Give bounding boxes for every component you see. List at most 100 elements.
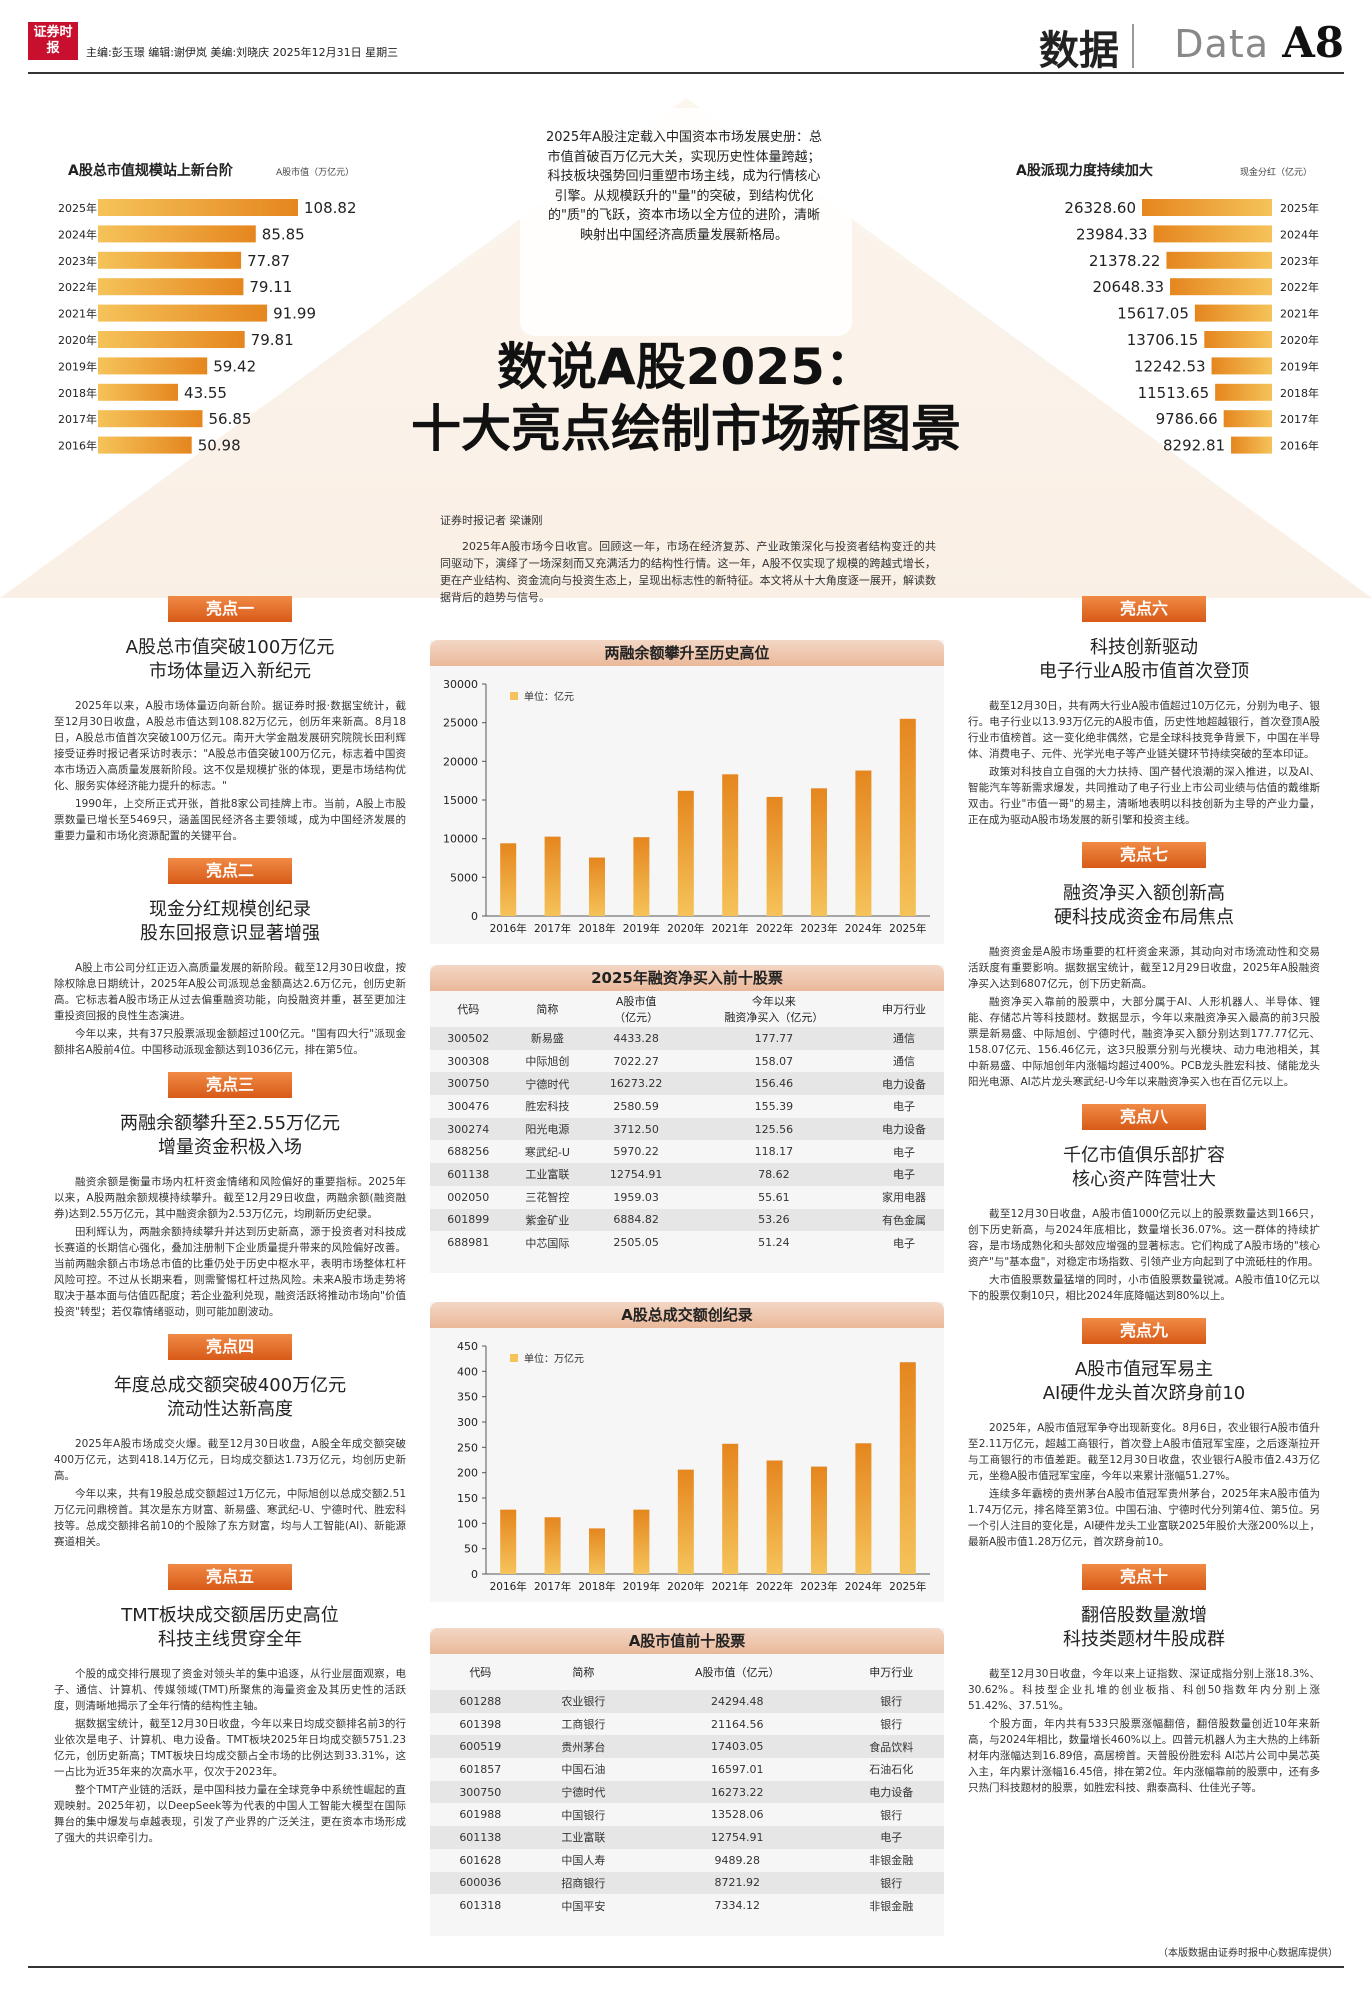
net-buy-row: 300274 阳光电源 3712.50 125.56 电力设备: [430, 1117, 944, 1141]
net-buy-cell: 通信: [892, 1055, 915, 1069]
highlight-block: 亮点六 科技创新驱动 电子行业A股市值首次登顶 截至12月30日，共有两大行业A股市值…: [968, 596, 1320, 828]
highlight-gap: [54, 946, 406, 958]
net-buy-cell: 300502: [430, 1027, 507, 1050]
dividend-value-label: 8292.81: [1163, 437, 1225, 455]
margin-chart: 0 5000 10000 15000 20000 25000 30000 单位：亿元 2016年…: [443, 678, 930, 935]
highlight-block: 亮点二 现金分红规模创纪录 股东回报意识显著增强 A股上市公司分红正迈入高质量发展的新…: [54, 858, 406, 1058]
margin-x-tick-label: 2023年: [800, 922, 837, 935]
highlight-gap: [968, 1192, 1320, 1204]
dividend-value-label: 21378.22: [1089, 252, 1161, 270]
dividend-bar: [1194, 304, 1272, 322]
net-buy-cell: 胜宏科技: [525, 1100, 570, 1114]
top-mcap-cell: 600036: [430, 1871, 531, 1895]
net-buy-cell: 5970.22: [613, 1145, 659, 1159]
highlight-tag: 亮点三: [168, 1072, 292, 1098]
dividend-year-label: 2019年: [1280, 359, 1319, 373]
mcap-chart: 2025年 108.82 2024年 85.85 2023年 77.87 2022年 79.1…: [58, 199, 357, 455]
highlight-title: 两融余额攀升至2.55万亿元 增量资金积极入场: [119, 1113, 341, 1158]
top-mcap-header-cell: 简称: [572, 1666, 595, 1679]
mcap-value-label: 43.55: [184, 384, 227, 402]
data-source-note: （本版数据由证券时报中心数据库提供）: [1158, 1948, 1338, 1959]
margin-bar: [544, 836, 561, 916]
net-buy-cell: 中际旭创: [525, 1055, 570, 1069]
dividend-bar: [1153, 225, 1272, 243]
top-mcap-cell: 银行: [880, 1718, 903, 1732]
top-mcap-cell: 银行: [838, 1871, 944, 1895]
bottom-rule: [28, 1966, 1344, 1968]
highlight-tag: 亮点四: [168, 1334, 292, 1360]
top-mcap-row: 300750 宁德时代 16273.22 电力设备: [430, 1780, 944, 1804]
top-mcap-cell: 中国平安: [561, 1899, 606, 1913]
dividend-year-label: 2017年: [1280, 412, 1319, 426]
margin-legend-label: 单位：亿元: [524, 690, 574, 703]
top-mcap-header-cell: A股市值（亿元）: [695, 1666, 780, 1679]
mcap-year-label: 2023年: [58, 254, 97, 268]
mcap-bar: [98, 410, 203, 428]
turnover-bar: [766, 1460, 783, 1574]
top-mcap-cell: 中国石油: [561, 1763, 606, 1777]
top-mcap-cell: 601988: [459, 1808, 502, 1822]
top-mcap-cell: 招商银行: [530, 1871, 637, 1895]
mcap-value-label: 56.85: [208, 410, 251, 428]
mcap-year-label: 2022年: [58, 280, 97, 294]
highlight-paragraph: 2025年A股市场成交火爆。截至12月30日收盘，A股全年成交额突破400万亿元…: [54, 1438, 406, 1482]
mcap-year-label: 2018年: [58, 386, 97, 400]
net-buy-cell: 宁德时代: [506, 1072, 589, 1096]
turnover-bar: [722, 1443, 739, 1574]
highlight-paragraph: 今年以来，共有37只股票派现金额超过100亿元。"国有四大行"派现金额排名A股前…: [54, 1028, 406, 1056]
highlight-paragraph: 融资余额是衡量市场内杠杆资金情绪和风险偏好的重要指标。2025年以来，A股两融余…: [54, 1176, 406, 1220]
net-buy-cell: 51.24: [758, 1236, 790, 1250]
net-buy-cell: 601138: [430, 1163, 507, 1186]
turnover-x-tick-label: 2023年: [800, 1580, 837, 1593]
top-mcap-cell: 601857: [459, 1762, 502, 1776]
dividend-value-label: 20648.33: [1092, 278, 1164, 296]
net-buy-table-title: 2025年融资净买入前十股票: [430, 965, 944, 991]
top-mcap-cell: 农业银行: [530, 1690, 637, 1713]
net-buy-row: 300750 宁德时代 16273.22 156.46 电力设备: [430, 1072, 944, 1096]
turnover-y-tick-label: 400: [457, 1365, 478, 1378]
margin-x-tick-label: 2017年: [534, 922, 571, 935]
turnover-x-tick-label: 2017年: [534, 1580, 571, 1593]
turnover-bar: [855, 1443, 872, 1574]
highlight-title: 科技创新驱动 电子行业A股市值首次登顶: [1038, 637, 1250, 682]
mcap-year-label: 2017年: [58, 412, 97, 426]
net-buy-row: 300308 中际旭创 7022.27 158.07 通信: [430, 1050, 944, 1073]
top-mcap-cell: 7334.12: [714, 1899, 761, 1913]
net-buy-cell: 78.62: [683, 1163, 864, 1186]
net-buy-cell: 电子: [892, 1145, 915, 1159]
editor-credits: 主编:彭玉璟 编辑:谢伊岚 美编:刘晓庆 2025年12月31日 星期三: [86, 46, 399, 59]
top-mcap-row: 601138 工业富联 12754.91 电子: [430, 1826, 944, 1849]
dividend-bar: [1170, 278, 1272, 296]
dividend-year-label: 2023年: [1280, 254, 1319, 268]
dividend-bar: [1211, 357, 1272, 375]
margin-chart-panel: 两融余额攀升至历史高位 0 5000 10000 15000 20000 25000 300…: [430, 640, 944, 944]
highlight-title: 现金分红规模创纪录 股东回报意识显著增强: [140, 899, 320, 944]
section-name: 数据: [1039, 28, 1119, 74]
highlight-tag: 亮点二: [168, 858, 292, 884]
net-buy-cell: 177.77: [683, 1027, 864, 1050]
top-mcap-cell: 银行: [838, 1690, 944, 1713]
highlight-paragraph: 截至12月30日，共有两大行业A股市值超过10万亿元，分别为电子、银行。电子行业…: [968, 700, 1320, 760]
net-buy-cell: 300476: [447, 1099, 490, 1113]
top-mcap-row: 600519 贵州茅台 17403.05 食品饮料: [430, 1735, 944, 1759]
dividend-year-label: 2025年: [1280, 201, 1319, 215]
turnover-bar: [589, 1528, 605, 1574]
highlight-block: 亮点八 千亿市值俱乐部扩容 核心资产阵营壮大 截至12月30日收盘，A股市值1000亿…: [968, 1104, 1320, 1304]
net-buy-cell: 601899: [430, 1208, 507, 1232]
turnover-y-tick-label: 50: [464, 1543, 478, 1556]
mcap-bar: [98, 331, 245, 348]
dividend-chart-unit: 现金分红（亿元）: [1240, 168, 1313, 178]
highlight-tag: 亮点八: [1082, 1104, 1206, 1130]
margin-y-tick-label: 15000: [443, 794, 478, 807]
top-mcap-cell: 8721.92: [636, 1871, 839, 1895]
dividend-value-label: 23984.33: [1076, 225, 1148, 243]
net-buy-cell: 中芯国际: [525, 1236, 570, 1250]
turnover-bar: [544, 1517, 561, 1574]
margin-y-tick-label: 25000: [443, 717, 478, 730]
turnover-x-tick-label: 2022年: [756, 1580, 793, 1593]
net-buy-row: 688981 中芯国际 2505.05 51.24 电子: [430, 1231, 944, 1254]
turnover-legend-label: 单位：万亿元: [524, 1352, 584, 1365]
highlight-paragraph: 今年以来，共有19股总成交额超过1万亿元，中际旭创以总成交额2.51万亿元问鼎榜…: [54, 1488, 406, 1548]
turnover-y-tick-label: 350: [457, 1391, 478, 1404]
net-buy-cell: 688256: [447, 1145, 490, 1159]
